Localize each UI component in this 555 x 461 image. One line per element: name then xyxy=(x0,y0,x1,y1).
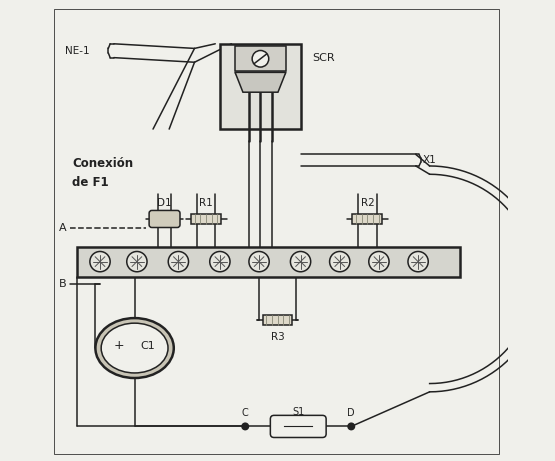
Text: D: D xyxy=(347,408,355,418)
Text: SCR: SCR xyxy=(312,53,335,63)
Circle shape xyxy=(252,50,269,67)
Ellipse shape xyxy=(101,323,168,373)
FancyBboxPatch shape xyxy=(263,315,292,325)
Text: S1: S1 xyxy=(292,407,304,417)
FancyBboxPatch shape xyxy=(77,247,460,277)
Text: R2: R2 xyxy=(361,198,374,208)
Circle shape xyxy=(290,252,311,272)
Text: Conexión: Conexión xyxy=(72,157,134,170)
FancyBboxPatch shape xyxy=(220,44,301,129)
FancyBboxPatch shape xyxy=(54,9,499,454)
Polygon shape xyxy=(235,72,286,85)
Text: R1: R1 xyxy=(199,198,213,208)
FancyBboxPatch shape xyxy=(191,214,221,224)
Text: D1: D1 xyxy=(157,198,172,208)
Ellipse shape xyxy=(95,318,174,378)
Circle shape xyxy=(127,252,147,272)
Circle shape xyxy=(348,423,355,430)
Circle shape xyxy=(242,423,249,430)
Circle shape xyxy=(90,252,110,272)
FancyBboxPatch shape xyxy=(149,210,180,227)
Text: A: A xyxy=(58,223,66,233)
Circle shape xyxy=(249,252,269,272)
Polygon shape xyxy=(235,46,286,71)
Text: X1: X1 xyxy=(423,155,437,165)
Circle shape xyxy=(168,252,189,272)
Circle shape xyxy=(408,252,428,272)
FancyBboxPatch shape xyxy=(270,415,326,437)
Text: C1: C1 xyxy=(140,341,155,351)
Text: +: + xyxy=(113,339,124,352)
Circle shape xyxy=(210,252,230,272)
Circle shape xyxy=(330,252,350,272)
Text: R3: R3 xyxy=(271,331,284,342)
FancyBboxPatch shape xyxy=(352,214,382,224)
Polygon shape xyxy=(235,72,286,92)
Text: B: B xyxy=(58,278,66,289)
Text: NE-1: NE-1 xyxy=(65,46,90,56)
Circle shape xyxy=(369,252,389,272)
Text: de F1: de F1 xyxy=(72,176,109,189)
Text: C: C xyxy=(242,408,249,418)
